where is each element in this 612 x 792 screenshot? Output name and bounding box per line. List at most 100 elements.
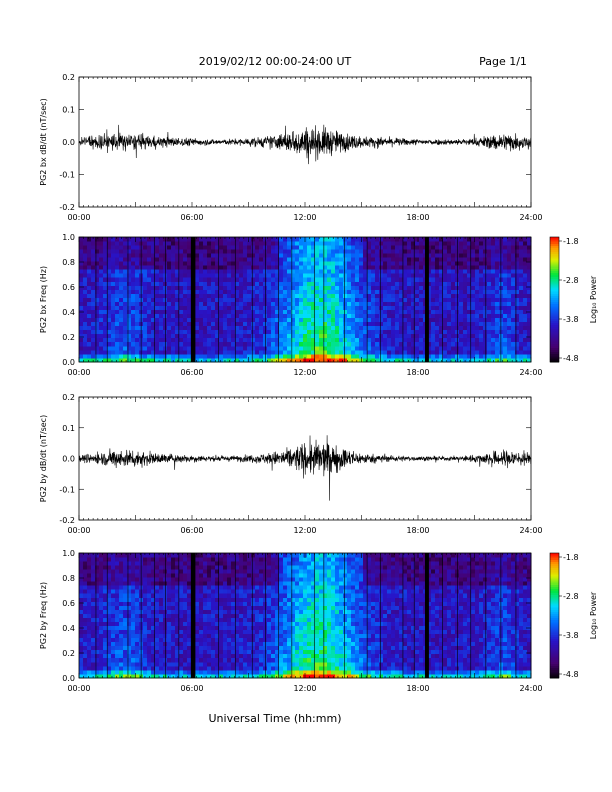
heatmap-cell	[151, 305, 156, 310]
heatmap-cell	[503, 293, 508, 298]
heatmap-cell	[199, 349, 204, 355]
heatmap-cell	[311, 265, 316, 270]
heatmap-cell	[511, 237, 516, 242]
heatmap-cell	[351, 337, 356, 343]
heatmap-cell	[411, 245, 416, 250]
heatmap-cell	[219, 313, 224, 319]
heatmap-cell	[251, 321, 256, 327]
heatmap-cell	[271, 297, 276, 302]
heatmap-cell	[379, 293, 384, 298]
heatmap-cell	[371, 293, 376, 298]
heatmap-cell	[187, 305, 192, 310]
heatmap-cell	[463, 301, 468, 306]
heatmap-cell	[291, 345, 296, 351]
heatmap-cell	[475, 245, 480, 250]
heatmap-cell	[87, 673, 92, 679]
heatmap-cell	[187, 309, 192, 315]
heatmap-cell	[79, 245, 84, 250]
colorbar-step	[550, 307, 559, 311]
heatmap-cell	[275, 281, 280, 286]
heatmap-cell	[143, 657, 148, 663]
heatmap-cell	[447, 261, 452, 266]
heatmap-cell	[319, 305, 324, 310]
heatmap-cell	[387, 293, 392, 298]
heatmap-cell	[135, 273, 140, 278]
heatmap-cell	[459, 285, 464, 290]
heatmap-cell	[307, 309, 312, 315]
heatmap-cell	[315, 349, 320, 355]
heatmap-cell	[511, 281, 516, 286]
heatmap-cell	[327, 261, 332, 266]
heatmap-cell	[119, 297, 124, 302]
heatmap-cell	[315, 305, 320, 310]
heatmap-cell	[463, 321, 468, 327]
heatmap-cell	[415, 241, 420, 246]
heatmap-cell	[487, 317, 492, 323]
heatmap-cell	[79, 273, 84, 278]
heatmap-cell	[475, 321, 480, 327]
heatmap-cell	[275, 349, 280, 355]
heatmap-cell	[311, 273, 316, 278]
heatmap-cell	[355, 345, 360, 351]
heatmap-cell	[179, 257, 184, 262]
heatmap-cell	[107, 261, 112, 266]
heatmap-cell	[279, 237, 284, 242]
heatmap-cell	[471, 313, 476, 319]
heatmap-cell	[315, 345, 320, 351]
heatmap-cell	[343, 341, 348, 347]
heatmap-cell	[387, 321, 392, 327]
colorbar-step	[550, 326, 559, 330]
heatmap-cell	[95, 257, 100, 262]
heatmap-cell	[135, 345, 140, 351]
heatmap-cell	[83, 241, 88, 246]
heatmap-cell	[491, 245, 496, 250]
heatmap-cell	[283, 333, 288, 339]
heatmap-cell	[103, 605, 108, 610]
heatmap-cell	[487, 301, 492, 306]
heatmap-cell	[435, 273, 440, 278]
heatmap-cell	[163, 353, 168, 359]
heatmap-cell	[131, 321, 136, 327]
heatmap-cell	[143, 261, 148, 266]
heatmap-cell	[331, 317, 336, 323]
heatmap-cell	[119, 633, 124, 639]
heatmap-cell	[115, 673, 120, 679]
heatmap-cell	[151, 237, 156, 242]
heatmap-cell	[227, 269, 232, 274]
heatmap-cell	[115, 649, 120, 655]
heatmap-cell	[295, 313, 300, 319]
heatmap-cell	[355, 257, 360, 262]
heatmap-cell	[83, 337, 88, 343]
heatmap-cell	[119, 321, 124, 327]
heatmap-cell	[399, 281, 404, 286]
heatmap-cell	[335, 329, 340, 335]
heatmap-cell	[503, 301, 508, 306]
heatmap-cell	[463, 237, 468, 242]
heatmap-cell	[387, 345, 392, 351]
heatmap-cell	[83, 657, 88, 663]
heatmap-cell	[183, 261, 188, 266]
heatmap-cell	[131, 553, 136, 558]
heatmap-cell	[155, 329, 160, 335]
heatmap-cell	[411, 337, 416, 343]
heatmap-cell	[175, 237, 180, 242]
heatmap-cell	[351, 237, 356, 242]
heatmap-cell	[95, 297, 100, 302]
heatmap-cell	[235, 257, 240, 262]
heatmap-cell	[155, 597, 160, 602]
heatmap-cell	[235, 273, 240, 278]
heatmap-cell	[119, 565, 124, 570]
heatmap-cell	[239, 317, 244, 323]
heatmap-cell	[163, 329, 168, 335]
heatmap-cell	[267, 349, 272, 355]
heatmap-cell	[283, 241, 288, 246]
heatmap-cell	[239, 353, 244, 359]
heatmap-cell	[491, 249, 496, 254]
heatmap-cell	[183, 281, 188, 286]
heatmap-cell	[135, 281, 140, 286]
heatmap-cell	[115, 313, 120, 319]
heatmap-cell	[239, 281, 244, 286]
heatmap-cell	[235, 305, 240, 310]
heatmap-cell	[383, 285, 388, 290]
heatmap-cell	[147, 665, 152, 671]
